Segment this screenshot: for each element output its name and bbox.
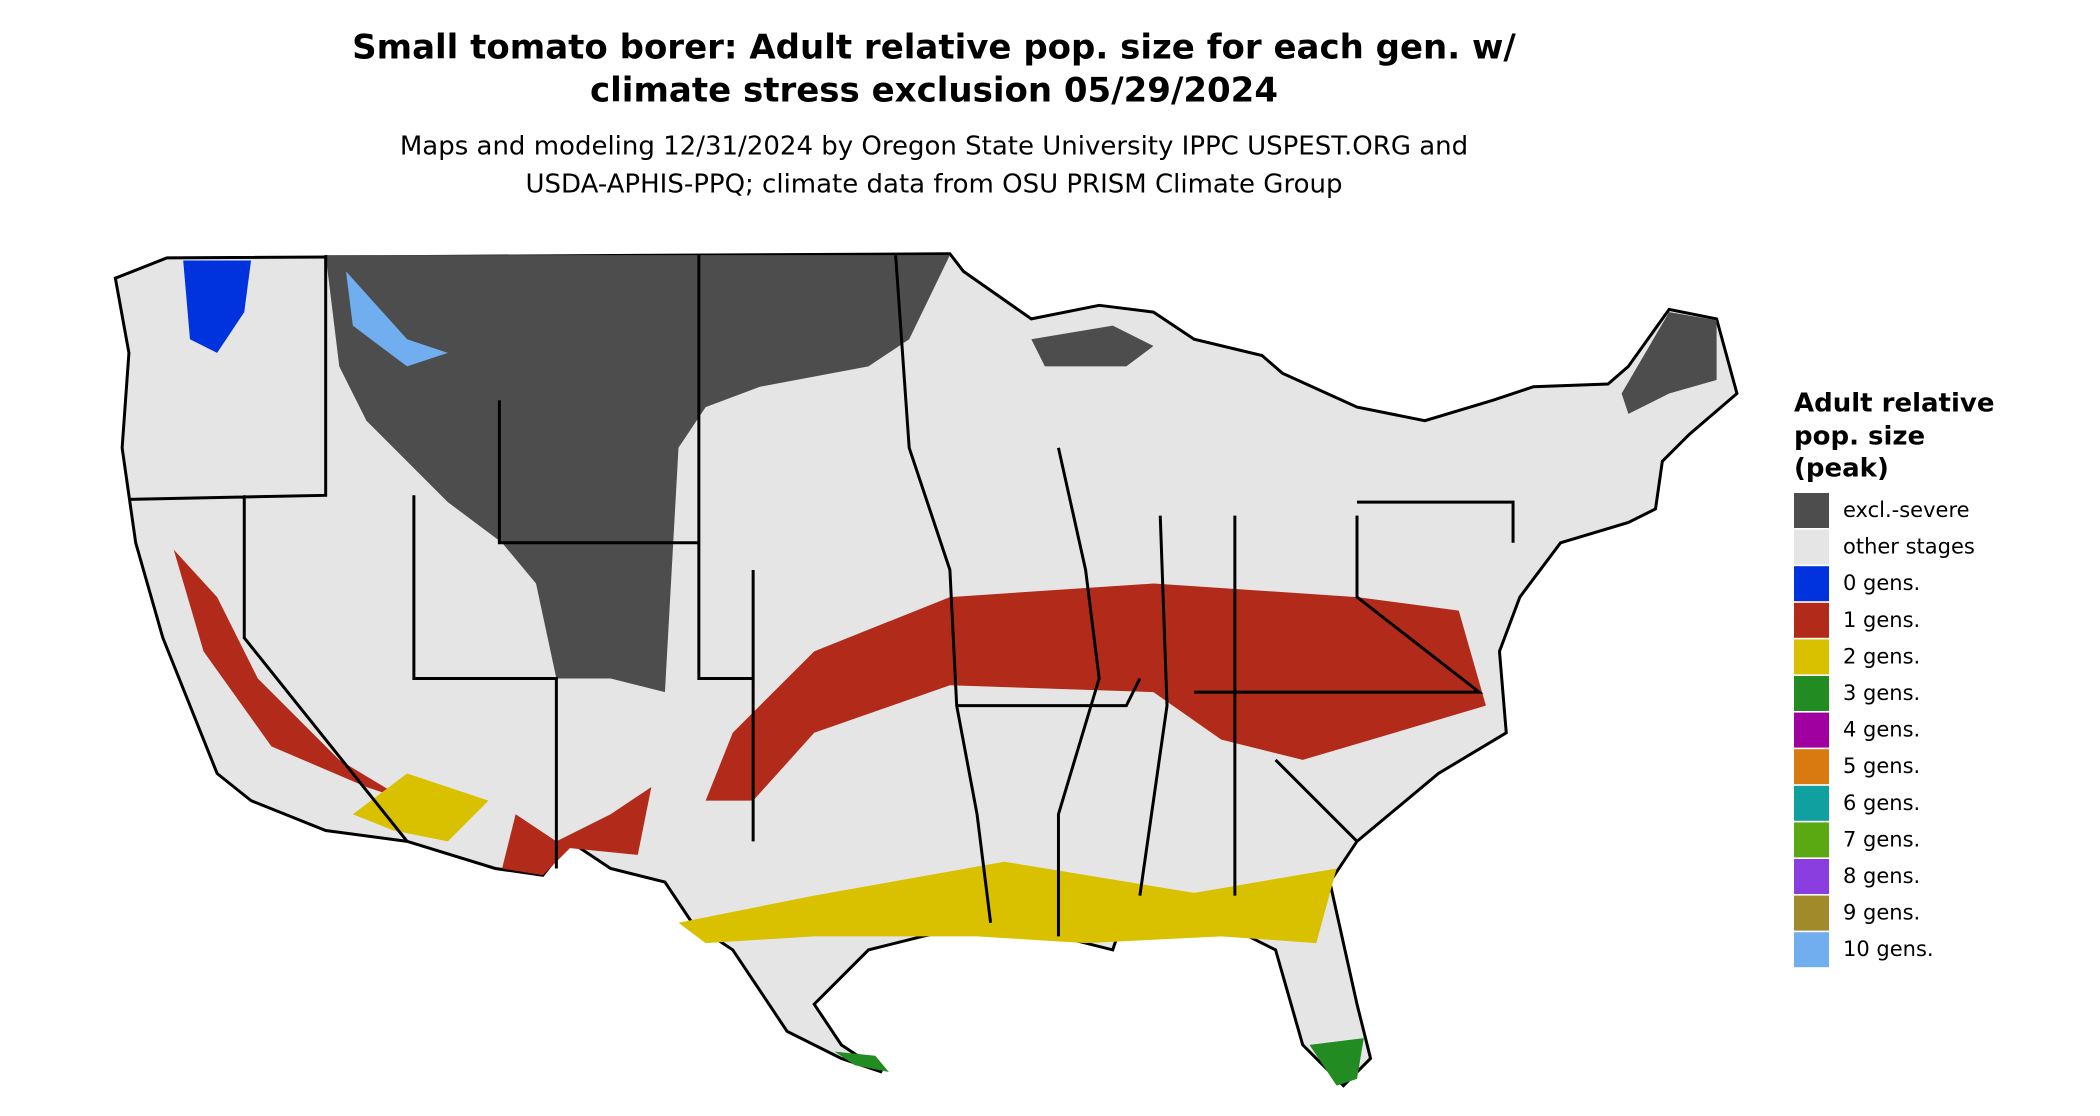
three-gen-region (1309, 1038, 1364, 1086)
legend-label: 2 gens. (1843, 644, 1920, 668)
legend-title: pop. size (1794, 422, 1925, 452)
legend-swatch (1794, 895, 1829, 931)
legend-swatch (1794, 785, 1829, 821)
legend-label: 6 gens. (1843, 791, 1920, 815)
legend-title: Adult relative (1794, 389, 1994, 419)
one-gen-region (173, 549, 408, 801)
two-gen-region (678, 861, 1337, 944)
excluded-region (325, 255, 950, 693)
legend-label: 10 gens. (1843, 937, 1934, 961)
legend-label: 4 gens. (1843, 718, 1920, 742)
legend-swatch (1794, 932, 1829, 968)
us-map (113, 252, 1739, 1088)
title-line: climate stress exclusion 05/29/2024 (590, 71, 1278, 111)
subtitle-line: Maps and modeling 12/31/2024 by Oregon S… (400, 132, 1468, 162)
legend-swatch (1794, 639, 1829, 675)
excluded-region (1031, 325, 1154, 367)
legend-label: 7 gens. (1843, 827, 1920, 851)
legend-swatch (1794, 859, 1829, 894)
excluded-region (1621, 312, 1717, 414)
legend-label: other stages (1843, 535, 1975, 559)
legend-swatch (1794, 602, 1829, 638)
legend-swatch (1794, 529, 1829, 565)
zero-gen-region (346, 271, 448, 367)
legend-label: 0 gens. (1843, 571, 1920, 595)
subtitle-line: USDA-APHIS-PPQ; climate data from OSU PR… (526, 170, 1343, 200)
title-line: Small tomato borer: Adult relative pop. … (352, 28, 1516, 68)
legend-label: 5 gens. (1843, 754, 1920, 778)
legend-label: 3 gens. (1843, 681, 1920, 705)
legend-swatch (1794, 566, 1829, 602)
legend-swatch (1794, 749, 1829, 785)
three-gen-region (834, 1051, 889, 1073)
legend-label: 1 gens. (1843, 608, 1920, 632)
legend-swatch (1794, 712, 1829, 748)
legend-label: 9 gens. (1843, 901, 1920, 925)
legend-swatch (1794, 493, 1829, 528)
legend-swatch (1794, 822, 1829, 858)
legend: Adult relative pop. size (peak) excl.-se… (1794, 389, 1994, 968)
two-gen-region (352, 773, 489, 842)
legend-swatch (1794, 676, 1829, 711)
zero-gen-region (183, 260, 252, 353)
legend-title: (peak) (1794, 454, 1889, 484)
legend-label: 8 gens. (1843, 864, 1920, 888)
state-borders (128, 255, 1515, 937)
one-gen-region (705, 583, 1486, 801)
legend-label: excl.-severe (1843, 498, 1970, 522)
